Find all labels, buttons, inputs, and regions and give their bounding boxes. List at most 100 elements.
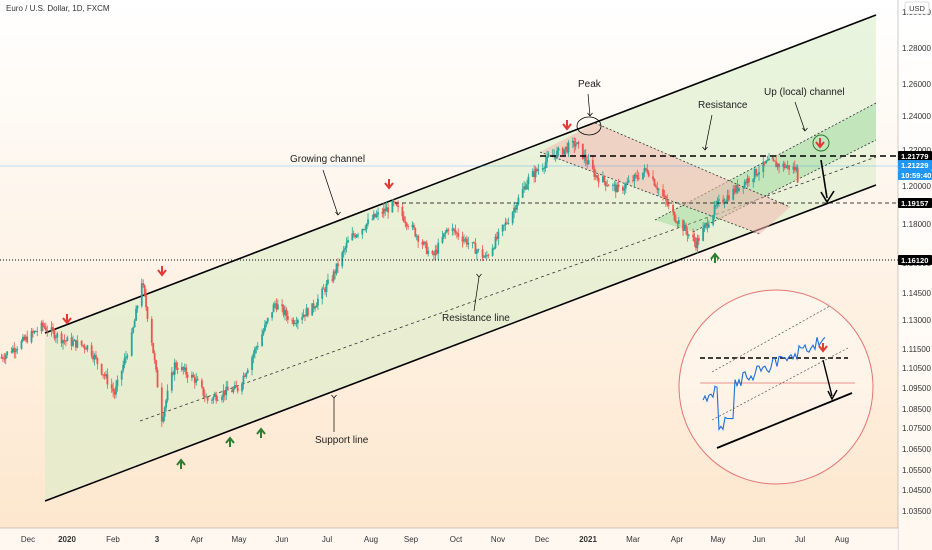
candle-body[interactable]: [533, 171, 536, 178]
candle-body[interactable]: [222, 390, 225, 397]
candle-body[interactable]: [73, 339, 76, 342]
candle-body[interactable]: [705, 223, 707, 226]
candle-body[interactable]: [3, 358, 6, 360]
candle-body[interactable]: [26, 336, 29, 343]
candle-body[interactable]: [657, 189, 660, 191]
candle-body[interactable]: [146, 307, 149, 319]
candle-body[interactable]: [113, 391, 116, 395]
candle-body[interactable]: [676, 222, 679, 224]
candle-body[interactable]: [722, 199, 725, 203]
candle-body[interactable]: [162, 416, 165, 422]
candle-body[interactable]: [564, 146, 567, 150]
flag-upper[interactable]: [594, 122, 791, 208]
candle-body[interactable]: [334, 271, 336, 274]
candle-body[interactable]: [763, 161, 766, 164]
candle-body[interactable]: [441, 236, 444, 243]
candle-body[interactable]: [66, 337, 69, 342]
candle-body[interactable]: [683, 224, 686, 231]
candle-body[interactable]: [745, 181, 747, 184]
candle-body[interactable]: [16, 348, 19, 351]
candle-body[interactable]: [675, 220, 677, 223]
candle-body[interactable]: [305, 308, 308, 317]
candle-body[interactable]: [521, 189, 524, 198]
candle-body[interactable]: [54, 337, 57, 339]
candle-body[interactable]: [271, 312, 273, 318]
candle-body[interactable]: [643, 168, 646, 173]
candle-body[interactable]: [574, 144, 577, 147]
candle-body[interactable]: [424, 241, 427, 243]
candle-body[interactable]: [587, 160, 590, 165]
candle-body[interactable]: [82, 345, 84, 346]
candle-body[interactable]: [261, 334, 263, 347]
candle-body[interactable]: [768, 158, 770, 161]
candle-body[interactable]: [596, 175, 599, 178]
candle-body[interactable]: [362, 229, 365, 230]
candle-body[interactable]: [404, 221, 407, 224]
candle-body[interactable]: [464, 238, 467, 240]
candle-body[interactable]: [477, 249, 480, 251]
candle-body[interactable]: [335, 263, 338, 274]
candle-body[interactable]: [24, 336, 27, 340]
candle-body[interactable]: [43, 325, 46, 328]
candle-body[interactable]: [122, 364, 125, 371]
candle-body[interactable]: [262, 330, 265, 335]
candle-body[interactable]: [696, 238, 699, 249]
candle-body[interactable]: [417, 235, 420, 242]
candle-body[interactable]: [302, 314, 305, 318]
candle-body[interactable]: [481, 249, 484, 258]
candle-body[interactable]: [463, 239, 465, 242]
candle-body[interactable]: [634, 174, 637, 176]
candle-body[interactable]: [93, 355, 96, 360]
candle-body[interactable]: [726, 195, 729, 202]
candle-body[interactable]: [83, 345, 86, 349]
time-axis[interactable]: [0, 528, 898, 550]
candle-body[interactable]: [1, 357, 4, 359]
candle-body[interactable]: [286, 315, 289, 320]
candle-body[interactable]: [487, 255, 490, 257]
candle-body[interactable]: [306, 308, 309, 316]
candle-body[interactable]: [453, 228, 455, 230]
candle-body[interactable]: [687, 234, 690, 236]
candle-body[interactable]: [775, 161, 778, 168]
candle-body[interactable]: [516, 204, 518, 210]
candle-body[interactable]: [795, 167, 798, 171]
candle-body[interactable]: [622, 186, 624, 191]
support-line[interactable]: [44, 184, 877, 502]
candle-body[interactable]: [387, 207, 389, 213]
candle-body[interactable]: [557, 148, 560, 151]
candle-body[interactable]: [653, 179, 656, 186]
candle-body[interactable]: [231, 390, 233, 393]
candle-body[interactable]: [713, 205, 716, 216]
candle-body[interactable]: [394, 202, 397, 203]
candle-body[interactable]: [427, 250, 430, 254]
candle-body[interactable]: [33, 331, 36, 333]
candle-body[interactable]: [235, 385, 238, 388]
candle-body[interactable]: [673, 211, 676, 221]
candle-body[interactable]: [656, 187, 659, 190]
candle-body[interactable]: [106, 374, 109, 385]
candle-body[interactable]: [166, 390, 169, 401]
candle-body[interactable]: [507, 223, 510, 224]
candle-body[interactable]: [642, 172, 644, 180]
candle-body[interactable]: [666, 200, 669, 205]
candle-body[interactable]: [143, 285, 146, 295]
candle-body[interactable]: [543, 168, 546, 169]
candle-body[interactable]: [62, 340, 64, 344]
candle-body[interactable]: [80, 340, 83, 346]
candle-body[interactable]: [523, 186, 526, 190]
candle-body[interactable]: [443, 233, 445, 237]
candle-body[interactable]: [594, 175, 597, 177]
candle-body[interactable]: [342, 249, 345, 253]
candle-body[interactable]: [748, 178, 750, 183]
candle-body[interactable]: [140, 283, 143, 307]
candle-body[interactable]: [304, 314, 306, 317]
candle-body[interactable]: [627, 180, 630, 183]
candle-body[interactable]: [527, 176, 530, 185]
candle-body[interactable]: [196, 379, 199, 381]
candle-body[interactable]: [414, 228, 417, 237]
candle-body[interactable]: [606, 185, 609, 187]
candle-body[interactable]: [156, 369, 159, 388]
resistance-line[interactable]: [139, 156, 877, 422]
candle-body[interactable]: [702, 227, 705, 241]
